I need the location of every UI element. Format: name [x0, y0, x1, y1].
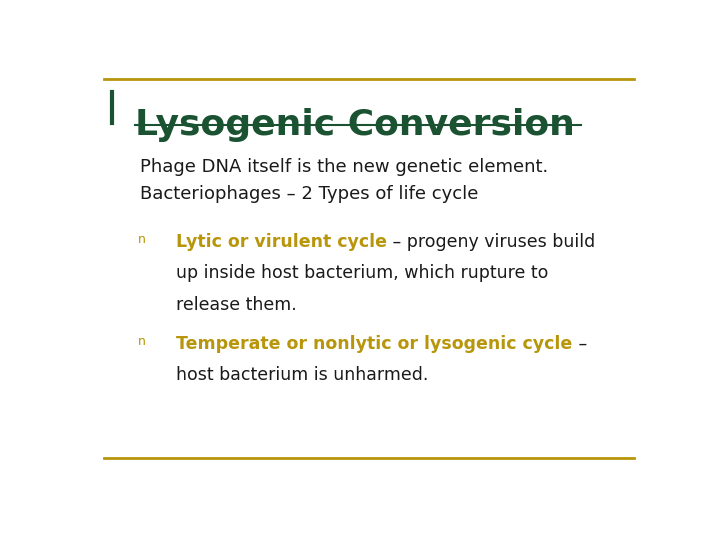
Text: host bacterium is unharmed.: host bacterium is unharmed. [176, 366, 429, 384]
Text: n: n [138, 233, 145, 246]
Text: release them.: release them. [176, 295, 297, 314]
Text: n: n [138, 335, 145, 348]
Text: – progeny viruses build: – progeny viruses build [387, 233, 595, 251]
Text: Bacteriophages – 2 Types of life cycle: Bacteriophages – 2 Types of life cycle [140, 185, 479, 204]
Text: Lytic or virulent cycle: Lytic or virulent cycle [176, 233, 387, 251]
Text: –: – [572, 335, 587, 353]
Text: Temperate or nonlytic or lysogenic cycle: Temperate or nonlytic or lysogenic cycle [176, 335, 572, 353]
Text: Phage DNA itself is the new genetic element.: Phage DNA itself is the new genetic elem… [140, 158, 549, 177]
Text: Lysogenic Conversion: Lysogenic Conversion [135, 109, 575, 143]
Text: up inside host bacterium, which rupture to: up inside host bacterium, which rupture … [176, 265, 549, 282]
